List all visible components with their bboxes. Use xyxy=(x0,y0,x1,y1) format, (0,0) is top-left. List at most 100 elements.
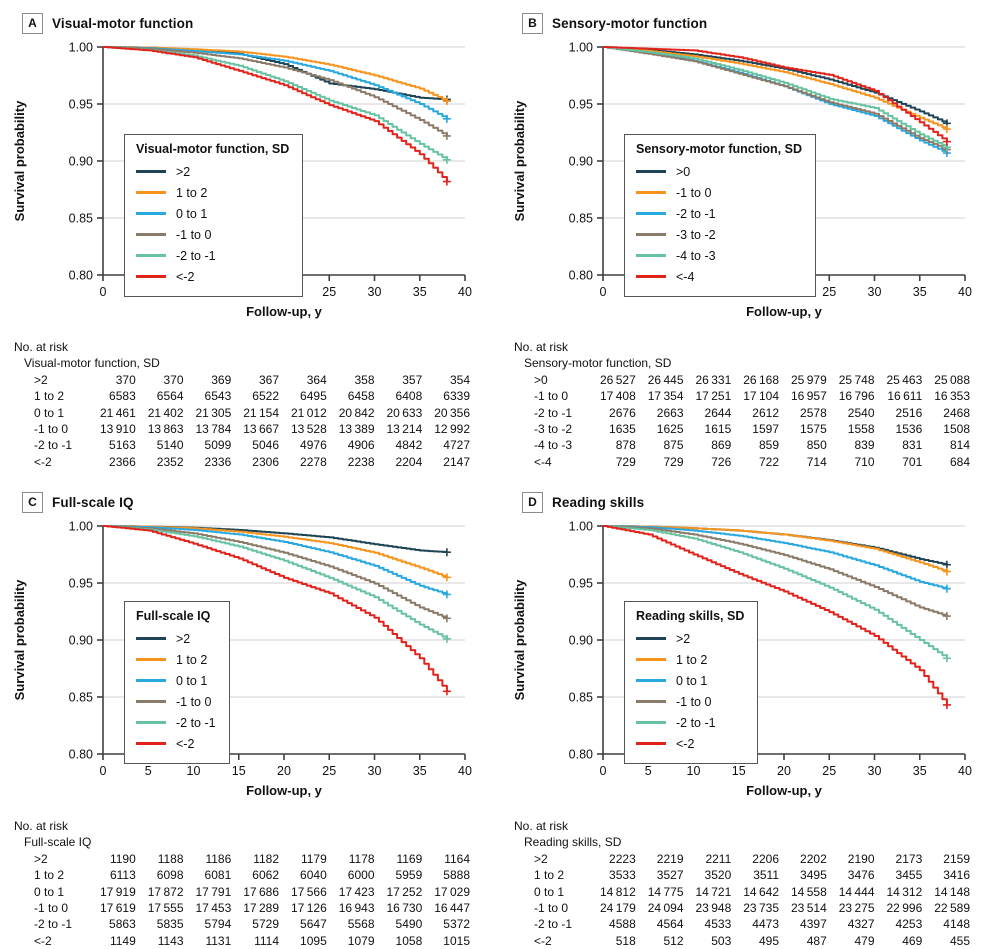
risk-value: 512 xyxy=(663,933,684,948)
risk-value: 25 748 xyxy=(838,372,875,387)
risk-value: 2676 xyxy=(609,405,636,420)
legend-label: >2 xyxy=(676,631,691,646)
risk-value: 1536 xyxy=(895,422,923,437)
risk-value: 6040 xyxy=(300,868,327,883)
risk-value: 12 992 xyxy=(434,422,470,437)
legend-line-swatch xyxy=(636,170,666,173)
x-tick-label: 20 xyxy=(277,764,291,778)
risk-value: 1558 xyxy=(847,422,875,437)
legend-line-swatch xyxy=(136,254,166,257)
risk-value: 4327 xyxy=(847,917,875,932)
risk-value: 4842 xyxy=(395,438,423,453)
risk-value: 13 667 xyxy=(243,422,279,437)
risk-value: 26 331 xyxy=(695,372,732,387)
x-tick-label: 25 xyxy=(322,285,336,299)
legend-line-swatch xyxy=(636,254,666,257)
y-tick-label: 0.85 xyxy=(569,691,593,705)
risk-value: 17 686 xyxy=(243,884,279,899)
km-curve-3 xyxy=(103,525,448,619)
risk-value: 14 775 xyxy=(647,884,684,899)
risk-row: -2 to -1 2676 2663 2644 2612 2578 2540 2516 2468 xyxy=(514,405,970,421)
risk-value: 4473 xyxy=(752,917,779,932)
legend-title: Visual-motor function, SD xyxy=(136,142,290,156)
risk-value: 14 148 xyxy=(934,884,970,899)
risk-value: 6458 xyxy=(347,389,375,404)
legend-item: 0 to 1 xyxy=(636,670,744,691)
legend-label: -1 to 0 xyxy=(176,227,212,242)
risk-value: 26 527 xyxy=(599,372,636,387)
risk-value: 5794 xyxy=(204,917,232,932)
risk-row-label: -1 to 0 xyxy=(34,422,69,437)
risk-value: 1186 xyxy=(205,851,232,866)
y-tick-label: 0.85 xyxy=(569,212,593,226)
legend-title: Full-scale IQ xyxy=(136,609,211,623)
risk-row: -1 to 0 13 910 13 863 13 784 13 667 13 528 13 … xyxy=(14,421,470,437)
censor-mark xyxy=(442,177,451,186)
legend-line-swatch xyxy=(136,191,166,194)
risk-value: 26 168 xyxy=(743,372,779,387)
risk-row: -1 to 0 17 619 17 555 17 453 17 289 17 126 16 … xyxy=(14,900,470,916)
risk-row-label: -1 to 0 xyxy=(534,901,569,916)
x-tick-label: 25 xyxy=(822,764,836,778)
risk-value: 5372 xyxy=(443,917,470,932)
panel-b-risk-table: No. at risk Sensory-motor function, SD >0 2… xyxy=(514,339,970,470)
panel-b-letter-badge: B xyxy=(522,12,543,34)
y-axis-title: Survival probability xyxy=(12,100,27,221)
x-tick-label: 5 xyxy=(645,764,652,778)
panel-c-header: C Full-scale IQ xyxy=(22,491,500,513)
legend-label: 1 to 2 xyxy=(176,652,208,667)
panel-b: B Sensory-motor function 1.00 0.95 0.90 0.8… xyxy=(500,0,1000,479)
risk-row-label: -2 to -1 xyxy=(34,438,73,453)
censor-mark xyxy=(442,114,451,123)
panel-a: A Visual-motor function 1.00 0.95 0.90 0.85… xyxy=(0,0,500,479)
risk-value: 13 214 xyxy=(386,422,423,437)
risk-value: 17 453 xyxy=(195,901,232,916)
legend-item: <-2 xyxy=(136,733,216,754)
km-curve-0 xyxy=(603,525,948,565)
risk-value: 25 979 xyxy=(790,372,827,387)
x-tick-label: 40 xyxy=(458,764,472,778)
risk-table-subheader: Reading skills, SD xyxy=(524,835,622,850)
risk-row-label: -3 to -2 xyxy=(534,422,573,437)
km-curve-5 xyxy=(103,525,448,692)
risk-value: 3416 xyxy=(943,868,970,883)
y-tick-label: 0.80 xyxy=(69,748,93,762)
y-tick-label: 1.00 xyxy=(569,41,593,55)
risk-value: 3476 xyxy=(847,868,875,883)
risk-value: 2306 xyxy=(252,454,279,469)
risk-row: -1 to 0 24 179 24 094 23 948 23 735 23 514 23 … xyxy=(514,900,970,916)
risk-value: 13 863 xyxy=(147,422,184,437)
risk-value: 3520 xyxy=(704,868,732,883)
risk-value: 6062 xyxy=(252,868,279,883)
risk-value: 17 126 xyxy=(290,901,327,916)
risk-value: 2204 xyxy=(395,454,423,469)
legend-label: >0 xyxy=(676,164,691,179)
panel-a-title: Visual-motor function xyxy=(52,15,194,31)
panel-c-risk-table: No. at risk Full-scale IQ >2 1190 1188 1186 11… xyxy=(14,818,470,949)
risk-table-subheader: Full-scale IQ xyxy=(24,835,92,850)
risk-value: 850 xyxy=(806,438,827,453)
risk-row: 1 to 2 3533 3527 3520 3511 3495 3476 3455 3416 xyxy=(514,867,970,883)
risk-value: 17 555 xyxy=(147,901,184,916)
legend-line-swatch xyxy=(136,275,166,278)
risk-value: 14 642 xyxy=(743,884,779,899)
risk-row: >2 2223 2219 2211 2206 2202 2190 2173 2159 xyxy=(514,851,970,867)
risk-value: 2336 xyxy=(204,454,232,469)
legend-item: -1 to 0 xyxy=(636,182,802,203)
legend-line-swatch xyxy=(636,700,666,703)
censor-mark xyxy=(942,612,951,621)
risk-value: 4564 xyxy=(656,917,684,932)
risk-value: 25 463 xyxy=(886,372,923,387)
y-tick-label: 0.85 xyxy=(69,691,93,705)
legend-label: 1 to 2 xyxy=(676,652,708,667)
y-tick-label: 0.90 xyxy=(69,155,93,169)
legend-label: -1 to 0 xyxy=(176,694,212,709)
risk-row: 0 to 1 17 919 17 872 17 791 17 686 17 566 17 4… xyxy=(14,884,470,900)
x-axis-title: Follow-up, y xyxy=(246,783,323,798)
risk-value: 2612 xyxy=(752,405,779,420)
risk-value: 6081 xyxy=(204,868,232,883)
risk-row: -2 to -1 4588 4564 4533 4473 4397 4327 4253 4148 xyxy=(514,916,970,932)
risk-value: 2147 xyxy=(443,454,470,469)
risk-value: 17 791 xyxy=(195,884,232,899)
y-tick-label: 0.90 xyxy=(569,155,593,169)
